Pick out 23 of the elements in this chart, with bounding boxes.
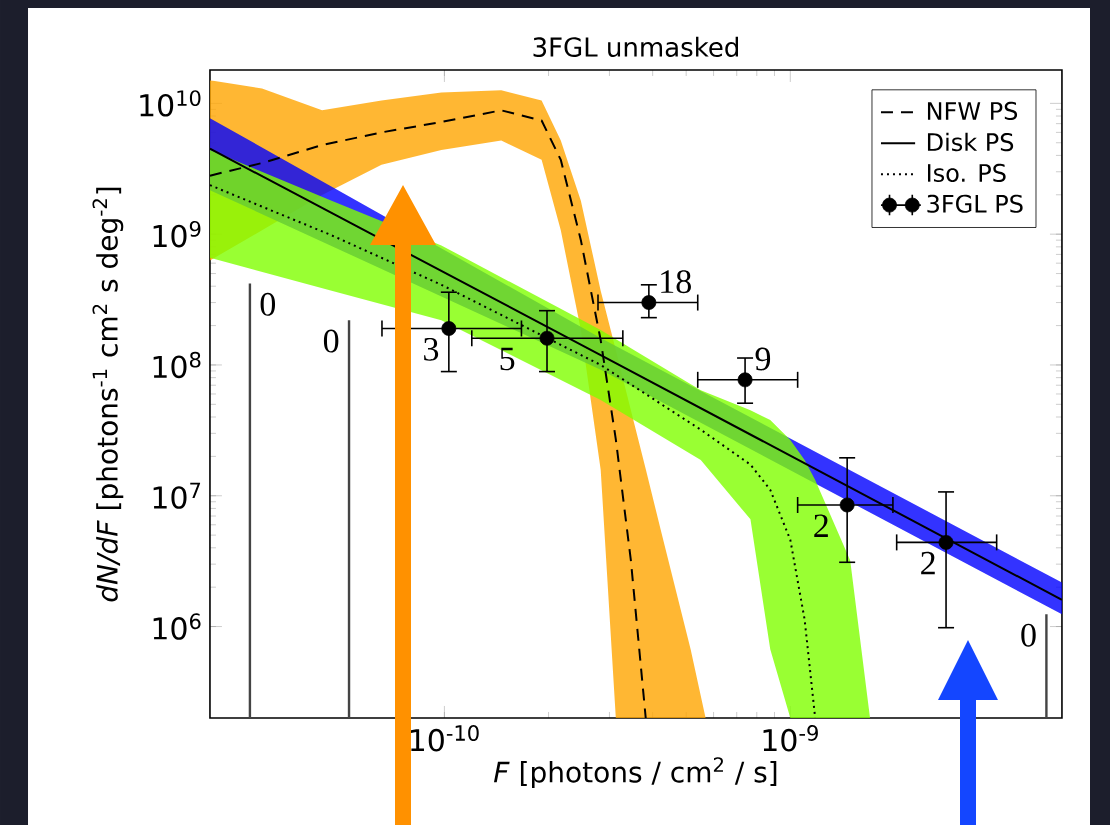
x-axis-title: F [photons / cm$^{2}$ / s] xyxy=(493,757,777,789)
annotation: 18 xyxy=(661,270,691,294)
y-tick-label: 10$^{10}$ xyxy=(140,90,201,117)
annotation: 2 xyxy=(814,514,828,537)
y-tick-label: 10$^{6}$ xyxy=(153,613,201,640)
annotation: 0 xyxy=(1021,623,1036,647)
y-tick-label: 10$^{7}$ xyxy=(153,482,201,509)
annotation: 0 xyxy=(323,329,339,353)
annotation: 2 xyxy=(921,551,935,575)
annotation: 3 xyxy=(424,337,439,361)
y-tick-label: 10$^{9}$ xyxy=(153,220,201,248)
y-axis-title: dN/dF [photons$^{-1}$ cm$^{2}$ s deg$^{-2}$] xyxy=(92,187,124,602)
annotation: 0 xyxy=(260,292,276,316)
y-tick-label: 10$^{8}$ xyxy=(153,351,201,379)
x-tick-label: 10$^{-10}$ xyxy=(410,725,479,752)
legend-label: NFW PS xyxy=(927,101,1018,120)
legend-label: Disk PS xyxy=(927,132,1014,152)
legend-label: Iso. PS xyxy=(927,163,1006,183)
chart-title: 3FGL unmasked xyxy=(533,36,738,57)
x-tick-label: 10$^{-9}$ xyxy=(763,725,818,752)
annotation: 5 xyxy=(500,347,515,371)
legend-label: 3FGL PS xyxy=(927,194,1023,213)
annotation: 9 xyxy=(755,347,771,371)
